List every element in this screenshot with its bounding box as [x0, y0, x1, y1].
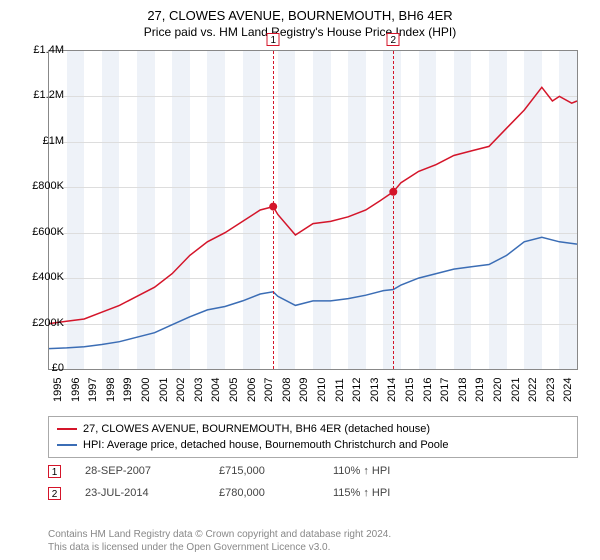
callout-badge: 2: [387, 33, 400, 46]
chart-subtitle: Price paid vs. HM Land Registry's House …: [0, 25, 600, 39]
x-tick-label: 1998: [105, 378, 117, 402]
x-tick-label: 2015: [404, 378, 416, 402]
x-tick-label: 2012: [351, 378, 363, 402]
chart-lines: [49, 51, 577, 369]
y-tick-label: £0: [52, 362, 64, 374]
footer-line-2: This data is licensed under the Open Gov…: [48, 541, 578, 554]
legend-swatch: [57, 428, 77, 430]
transaction-date: 23-JUL-2014: [85, 487, 195, 499]
legend-row: HPI: Average price, detached house, Bour…: [57, 437, 569, 453]
legend-label: 27, CLOWES AVENUE, BOURNEMOUTH, BH6 4ER …: [83, 423, 430, 435]
series-line-price_paid: [49, 87, 577, 323]
x-tick-label: 1995: [52, 378, 64, 402]
x-tick-label: 2003: [193, 378, 205, 402]
x-tick-label: 2024: [562, 378, 574, 402]
legend-swatch: [57, 444, 77, 446]
chart-title: 27, CLOWES AVENUE, BOURNEMOUTH, BH6 4ER: [0, 0, 600, 23]
y-tick-label: £800K: [32, 180, 64, 192]
x-tick-label: 1997: [87, 378, 99, 402]
x-tick-label: 2022: [527, 378, 539, 402]
x-tick-label: 2023: [545, 378, 557, 402]
y-tick-label: £400K: [32, 271, 64, 283]
x-tick-label: 2002: [175, 378, 187, 402]
x-tick-label: 2013: [369, 378, 381, 402]
x-tick-label: 1999: [122, 378, 134, 402]
x-tick-label: 2017: [439, 378, 451, 402]
x-tick-label: 2007: [263, 378, 275, 402]
x-tick-label: 2009: [298, 378, 310, 402]
x-tick-label: 2011: [334, 378, 346, 402]
attribution-footer: Contains HM Land Registry data © Crown c…: [48, 528, 578, 554]
x-tick-label: 2005: [228, 378, 240, 402]
transaction-badge: 2: [48, 487, 61, 500]
page: 27, CLOWES AVENUE, BOURNEMOUTH, BH6 4ER …: [0, 0, 600, 560]
y-tick-label: £600K: [32, 226, 64, 238]
transaction-row: 1 28-SEP-2007 £715,000 110% ↑ HPI: [48, 460, 578, 482]
x-tick-label: 2004: [210, 378, 222, 402]
x-tick-label: 2020: [492, 378, 504, 402]
transactions-table: 1 28-SEP-2007 £715,000 110% ↑ HPI 2 23-JUL-20…: [48, 460, 578, 504]
x-tick-label: 2010: [316, 378, 328, 402]
x-tick-label: 2014: [386, 378, 398, 402]
transaction-hpi: 115% ↑ HPI: [333, 487, 443, 499]
y-tick-label: £200K: [32, 317, 64, 329]
footer-line-1: Contains HM Land Registry data © Crown c…: [48, 528, 578, 541]
x-tick-label: 2000: [140, 378, 152, 402]
y-tick-label: £1.4M: [33, 44, 64, 56]
chart-plot-area: 12: [48, 50, 578, 370]
series-line-hpi: [49, 237, 577, 348]
legend-label: HPI: Average price, detached house, Bour…: [83, 439, 448, 451]
x-tick-label: 2006: [246, 378, 258, 402]
x-tick-label: 2018: [457, 378, 469, 402]
x-tick-label: 2019: [474, 378, 486, 402]
x-tick-label: 2021: [510, 378, 522, 402]
legend: 27, CLOWES AVENUE, BOURNEMOUTH, BH6 4ER …: [48, 416, 578, 458]
transaction-price: £715,000: [219, 465, 309, 477]
transaction-price: £780,000: [219, 487, 309, 499]
x-tick-label: 1996: [70, 378, 82, 402]
legend-row: 27, CLOWES AVENUE, BOURNEMOUTH, BH6 4ER …: [57, 421, 569, 437]
callout-vline: [393, 51, 394, 369]
x-tick-label: 2016: [422, 378, 434, 402]
callout-badge: 1: [267, 33, 280, 46]
y-tick-label: £1M: [43, 135, 64, 147]
callout-vline: [273, 51, 274, 369]
x-tick-label: 2008: [281, 378, 293, 402]
transaction-badge: 1: [48, 465, 61, 478]
transaction-hpi: 110% ↑ HPI: [333, 465, 443, 477]
transaction-date: 28-SEP-2007: [85, 465, 195, 477]
x-tick-label: 2001: [158, 378, 170, 402]
transaction-row: 2 23-JUL-2014 £780,000 115% ↑ HPI: [48, 482, 578, 504]
y-tick-label: £1.2M: [33, 89, 64, 101]
